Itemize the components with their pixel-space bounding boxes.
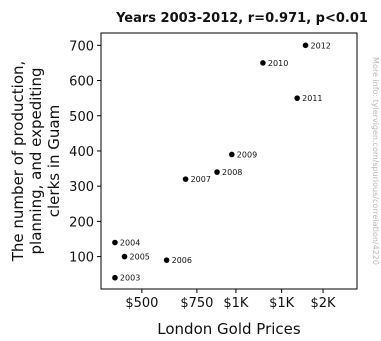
y-tick-label: 400 bbox=[69, 145, 94, 160]
x-tick-label: $1K bbox=[269, 296, 295, 311]
x-axis-label: London Gold Prices bbox=[157, 320, 301, 338]
data-point bbox=[229, 151, 235, 158]
point-label: 2008 bbox=[222, 168, 242, 177]
data-point bbox=[163, 257, 170, 263]
y-tick-label: 700 bbox=[69, 39, 94, 54]
data-point bbox=[260, 60, 266, 66]
point-label: 2006 bbox=[172, 256, 192, 265]
y-axis-label: The number of production,planning, and e… bbox=[9, 61, 63, 263]
y-tick-label: 600 bbox=[69, 75, 94, 90]
x-axis: $500 $750 $1K $1K $2K bbox=[125, 289, 336, 311]
data-point bbox=[121, 253, 128, 260]
point-label: 2004 bbox=[120, 239, 140, 248]
x-tick-label: $500 bbox=[125, 296, 158, 311]
point-label: 2011 bbox=[302, 94, 322, 103]
plot-area bbox=[100, 32, 358, 290]
x-tick-label: $1K bbox=[223, 296, 249, 311]
data-point bbox=[112, 239, 118, 246]
y-axis-label-line: clerks in Guam bbox=[45, 105, 63, 217]
x-tick-label: $750 bbox=[180, 296, 213, 311]
point-label: 2007 bbox=[191, 175, 211, 184]
source-note: More info: tylervigen.com/spurious/corre… bbox=[371, 57, 380, 265]
point-label: 2009 bbox=[237, 150, 257, 159]
point-label: 2010 bbox=[268, 59, 288, 68]
x-tick-label: $2K bbox=[311, 296, 337, 311]
point-label: 2012 bbox=[311, 41, 331, 50]
chart-title: Years 2003-2012, r=0.971, p<0.01 bbox=[115, 11, 368, 26]
y-tick-label: 100 bbox=[69, 251, 94, 266]
y-axis-label-line: planning, and expediting bbox=[27, 68, 45, 255]
data-point bbox=[294, 95, 300, 101]
data-point bbox=[112, 274, 118, 281]
data-point bbox=[302, 42, 309, 49]
y-tick-label: 300 bbox=[69, 180, 94, 195]
y-tick-label: 200 bbox=[69, 215, 94, 230]
y-tick-label: 500 bbox=[69, 110, 94, 125]
y-axis: 100 200 300 400 500 600 700 bbox=[69, 39, 101, 266]
data-point bbox=[182, 176, 189, 182]
data-points: 2003 2004 2005 2006 2007 2008 2009 2010 2011 2012 bbox=[112, 41, 331, 283]
point-label: 2003 bbox=[120, 274, 140, 283]
data-point bbox=[214, 169, 220, 175]
point-label: 2005 bbox=[130, 253, 150, 262]
y-axis-label-line: The number of production, bbox=[9, 61, 27, 263]
